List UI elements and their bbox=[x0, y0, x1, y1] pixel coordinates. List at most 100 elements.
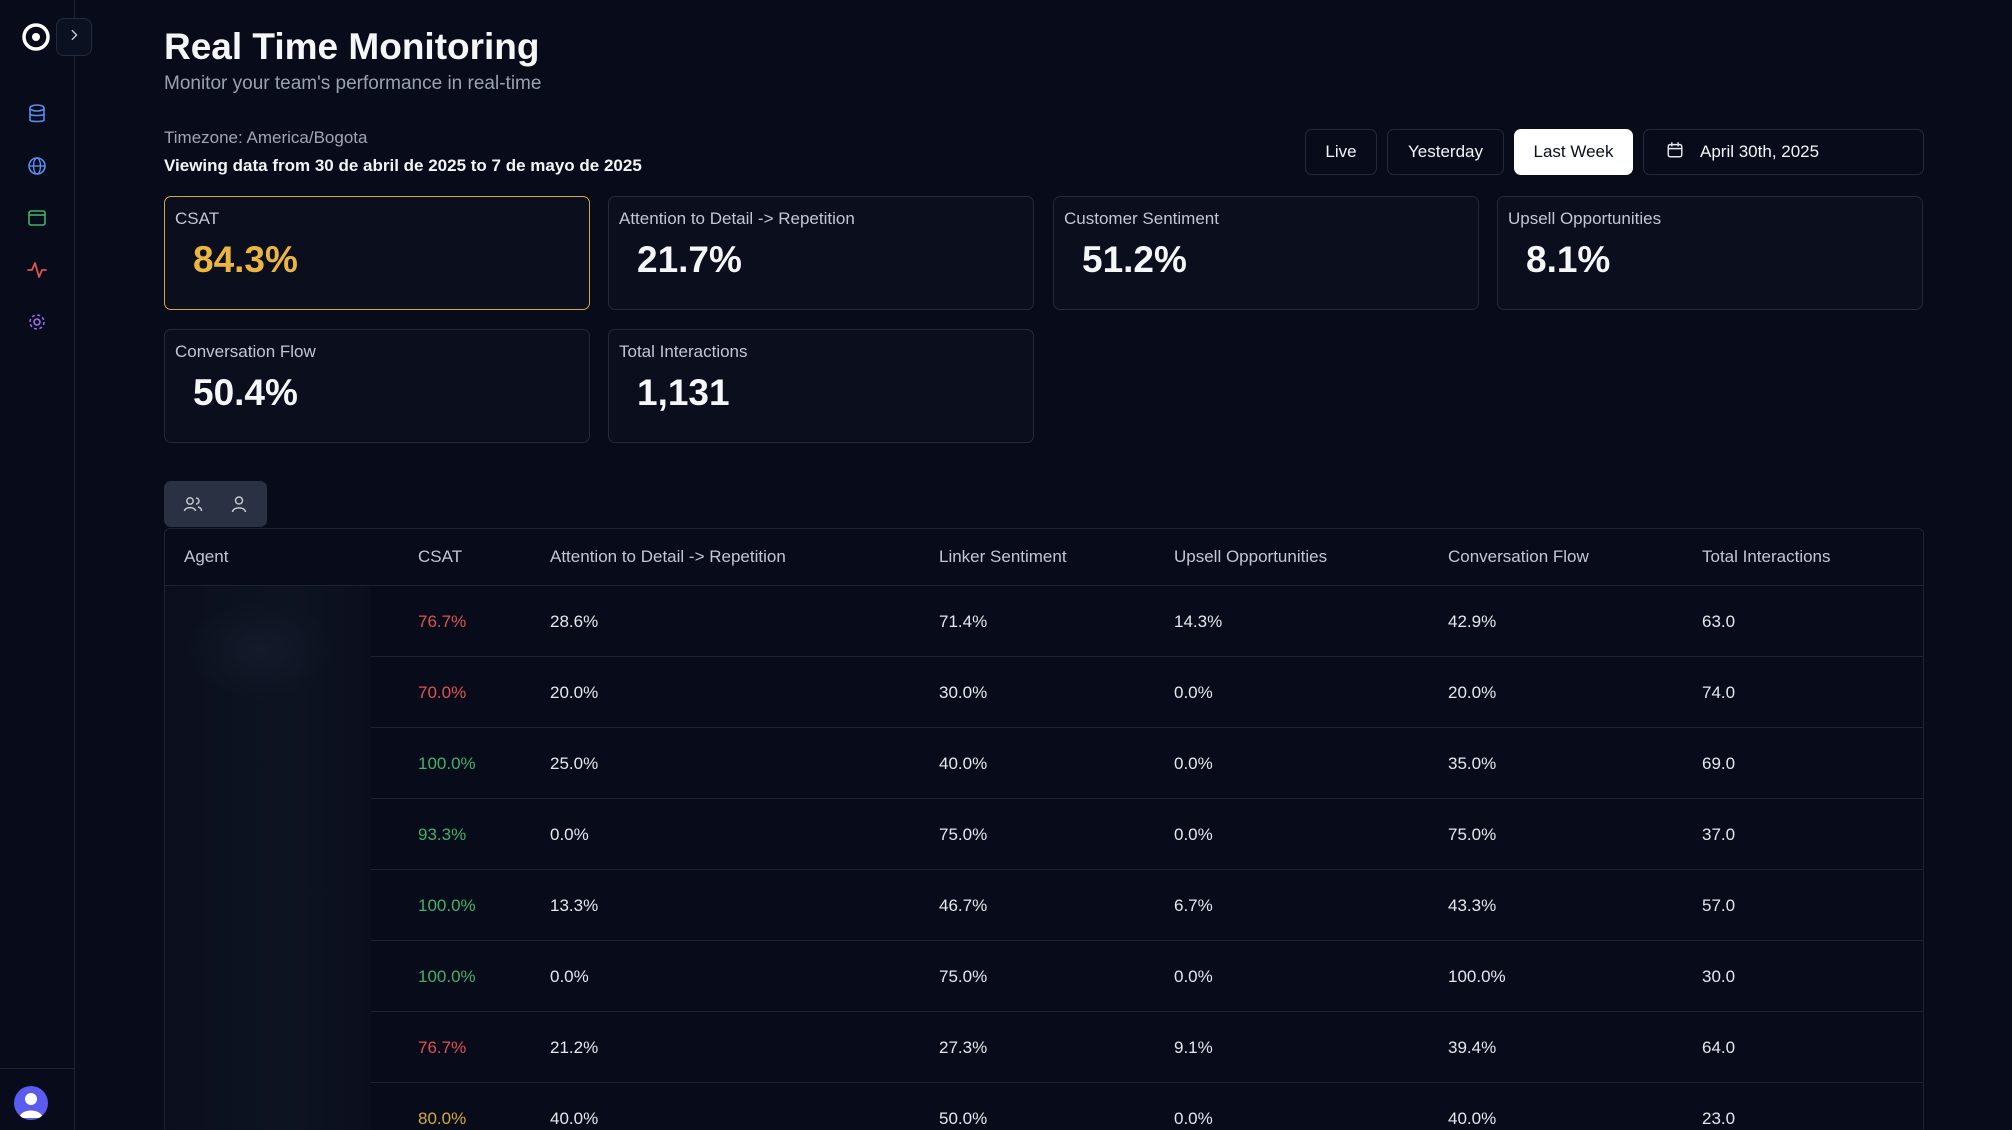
kpi-label: Attention to Detail -> Repetition bbox=[619, 209, 855, 228]
cell-upsell: 9.1% bbox=[1174, 1038, 1213, 1057]
date-picker-button[interactable]: April 30th, 2025 bbox=[1643, 129, 1924, 175]
cell-total: 30.0 bbox=[1702, 967, 1736, 986]
table-row[interactable]: 100.0% 0.0% 75.0% 0.0% 100.0% 30.0 bbox=[371, 941, 1923, 1012]
live-button[interactable]: Live bbox=[1305, 129, 1377, 175]
cell-csat: 80.0% bbox=[418, 1109, 467, 1128]
cell-flow: 35.0% bbox=[1448, 754, 1497, 773]
table-row[interactable]: 80.0% 40.0% 50.0% 0.0% 40.0% 23.0 bbox=[371, 1083, 1923, 1130]
cell-sentiment: 75.0% bbox=[939, 967, 988, 986]
cell-sentiment: 71.4% bbox=[939, 612, 988, 631]
browser-window-icon[interactable] bbox=[25, 206, 49, 230]
cell-flow: 42.9% bbox=[1448, 612, 1497, 631]
date-picker-label: April 30th, 2025 bbox=[1700, 142, 1820, 161]
cell-csat: 76.7% bbox=[418, 1038, 467, 1057]
table-row[interactable]: 100.0% 13.3% 46.7% 6.7% 43.3% 57.0 bbox=[371, 870, 1923, 941]
cell-csat: 76.7% bbox=[418, 612, 467, 631]
table-row[interactable]: 76.7% 21.2% 27.3% 9.1% 39.4% 64.0 bbox=[371, 1012, 1923, 1083]
cell-flow: 100.0% bbox=[1448, 967, 1506, 986]
cell-total: 23.0 bbox=[1702, 1109, 1736, 1128]
cell-flow: 43.3% bbox=[1448, 896, 1497, 915]
agents-table: Agent CSAT Attention to Detail -> Repeti… bbox=[164, 528, 1924, 1130]
view-toggle bbox=[164, 481, 267, 527]
column-header-csat[interactable]: CSAT bbox=[418, 547, 463, 566]
chevron-right-icon bbox=[67, 28, 81, 47]
cell-sentiment: 27.3% bbox=[939, 1038, 988, 1057]
cell-sentiment: 46.7% bbox=[939, 896, 988, 915]
kpi-card-csat: CSAT 84.3% bbox=[164, 196, 590, 310]
cell-attention: 20.0% bbox=[550, 683, 599, 702]
cell-total: 69.0 bbox=[1702, 754, 1736, 773]
cell-sentiment: 40.0% bbox=[939, 754, 988, 773]
column-header-total[interactable]: Total Interactions bbox=[1702, 547, 1831, 566]
header-divider bbox=[165, 585, 1923, 586]
cell-flow: 75.0% bbox=[1448, 825, 1497, 844]
last-week-button[interactable]: Last Week bbox=[1514, 129, 1633, 175]
cell-csat: 93.3% bbox=[418, 825, 467, 844]
cell-sentiment: 30.0% bbox=[939, 683, 988, 702]
cell-total: 63.0 bbox=[1702, 612, 1736, 631]
cell-upsell: 0.0% bbox=[1174, 683, 1213, 702]
cell-attention: 25.0% bbox=[550, 754, 599, 773]
avatar[interactable] bbox=[14, 1086, 48, 1120]
table-row[interactable]: 76.7% 28.6% 71.4% 14.3% 42.9% 63.0 bbox=[371, 586, 1923, 657]
cell-total: 57.0 bbox=[1702, 896, 1736, 915]
column-header-sentiment[interactable]: Linker Sentiment bbox=[939, 547, 1067, 566]
activity-icon[interactable] bbox=[25, 258, 49, 282]
cell-flow: 20.0% bbox=[1448, 683, 1497, 702]
kpi-value: 8.1% bbox=[1526, 239, 1611, 280]
cell-total: 74.0 bbox=[1702, 683, 1736, 702]
sidebar-expand-button[interactable] bbox=[56, 18, 92, 56]
cell-upsell: 0.0% bbox=[1174, 1109, 1213, 1128]
kpi-label: Conversation Flow bbox=[175, 342, 316, 361]
kpi-card-sentiment: Customer Sentiment 51.2% bbox=[1053, 196, 1479, 310]
kpi-label: Customer Sentiment bbox=[1064, 209, 1219, 228]
cell-attention: 0.0% bbox=[550, 825, 589, 844]
kpi-card-upsell: Upsell Opportunities 8.1% bbox=[1497, 196, 1923, 310]
column-header-attention[interactable]: Attention to Detail -> Repetition bbox=[550, 547, 786, 566]
users-icon[interactable] bbox=[182, 493, 204, 515]
table-row[interactable]: 70.0% 20.0% 30.0% 0.0% 20.0% 74.0 bbox=[371, 657, 1923, 728]
cell-attention: 28.6% bbox=[550, 612, 599, 631]
gear-icon[interactable] bbox=[25, 310, 49, 334]
kpi-label: Total Interactions bbox=[619, 342, 748, 361]
kpi-label: CSAT bbox=[175, 209, 220, 228]
column-header-agent[interactable]: Agent bbox=[184, 547, 229, 566]
cell-attention: 0.0% bbox=[550, 967, 589, 986]
logo-icon[interactable] bbox=[21, 22, 51, 52]
column-header-upsell[interactable]: Upsell Opportunities bbox=[1174, 547, 1328, 566]
calendar-icon bbox=[1666, 141, 1684, 164]
timezone-label: Timezone: America/Bogota bbox=[164, 128, 368, 147]
kpi-value: 51.2% bbox=[1082, 239, 1187, 280]
kpi-value: 1,131 bbox=[637, 372, 730, 413]
page-title: Real Time Monitoring bbox=[164, 26, 540, 67]
table-row[interactable]: 93.3% 0.0% 75.0% 0.0% 75.0% 37.0 bbox=[371, 799, 1923, 870]
column-header-flow[interactable]: Conversation Flow bbox=[1448, 547, 1589, 566]
table-row[interactable]: 100.0% 25.0% 40.0% 0.0% 35.0% 69.0 bbox=[371, 728, 1923, 799]
kpi-value: 84.3% bbox=[193, 239, 298, 280]
cell-sentiment: 50.0% bbox=[939, 1109, 988, 1128]
cell-attention: 21.2% bbox=[550, 1038, 599, 1057]
user-icon[interactable] bbox=[228, 493, 250, 515]
date-range-label: Viewing data from 30 de abril de 2025 to… bbox=[164, 156, 642, 175]
cell-upsell: 0.0% bbox=[1174, 825, 1213, 844]
kpi-label: Upsell Opportunities bbox=[1508, 209, 1662, 228]
cell-csat: 100.0% bbox=[418, 967, 476, 986]
yesterday-button[interactable]: Yesterday bbox=[1387, 129, 1504, 175]
kpi-card-total: Total Interactions 1,131 bbox=[608, 329, 1034, 443]
cell-upsell: 6.7% bbox=[1174, 896, 1213, 915]
cell-upsell: 14.3% bbox=[1174, 612, 1223, 631]
cell-attention: 13.3% bbox=[550, 896, 599, 915]
page-subtitle: Monitor your team's performance in real-… bbox=[164, 73, 542, 94]
cell-total: 37.0 bbox=[1702, 825, 1736, 844]
database-icon[interactable] bbox=[25, 102, 49, 126]
agent-names-blurred bbox=[165, 586, 371, 1130]
cell-csat: 100.0% bbox=[418, 754, 476, 773]
cell-flow: 39.4% bbox=[1448, 1038, 1497, 1057]
cell-upsell: 0.0% bbox=[1174, 967, 1213, 986]
sidebar-divider bbox=[0, 1068, 75, 1069]
globe-icon[interactable] bbox=[25, 154, 49, 178]
cell-upsell: 0.0% bbox=[1174, 754, 1213, 773]
sidebar bbox=[0, 0, 92, 1130]
kpi-value: 50.4% bbox=[193, 372, 298, 413]
